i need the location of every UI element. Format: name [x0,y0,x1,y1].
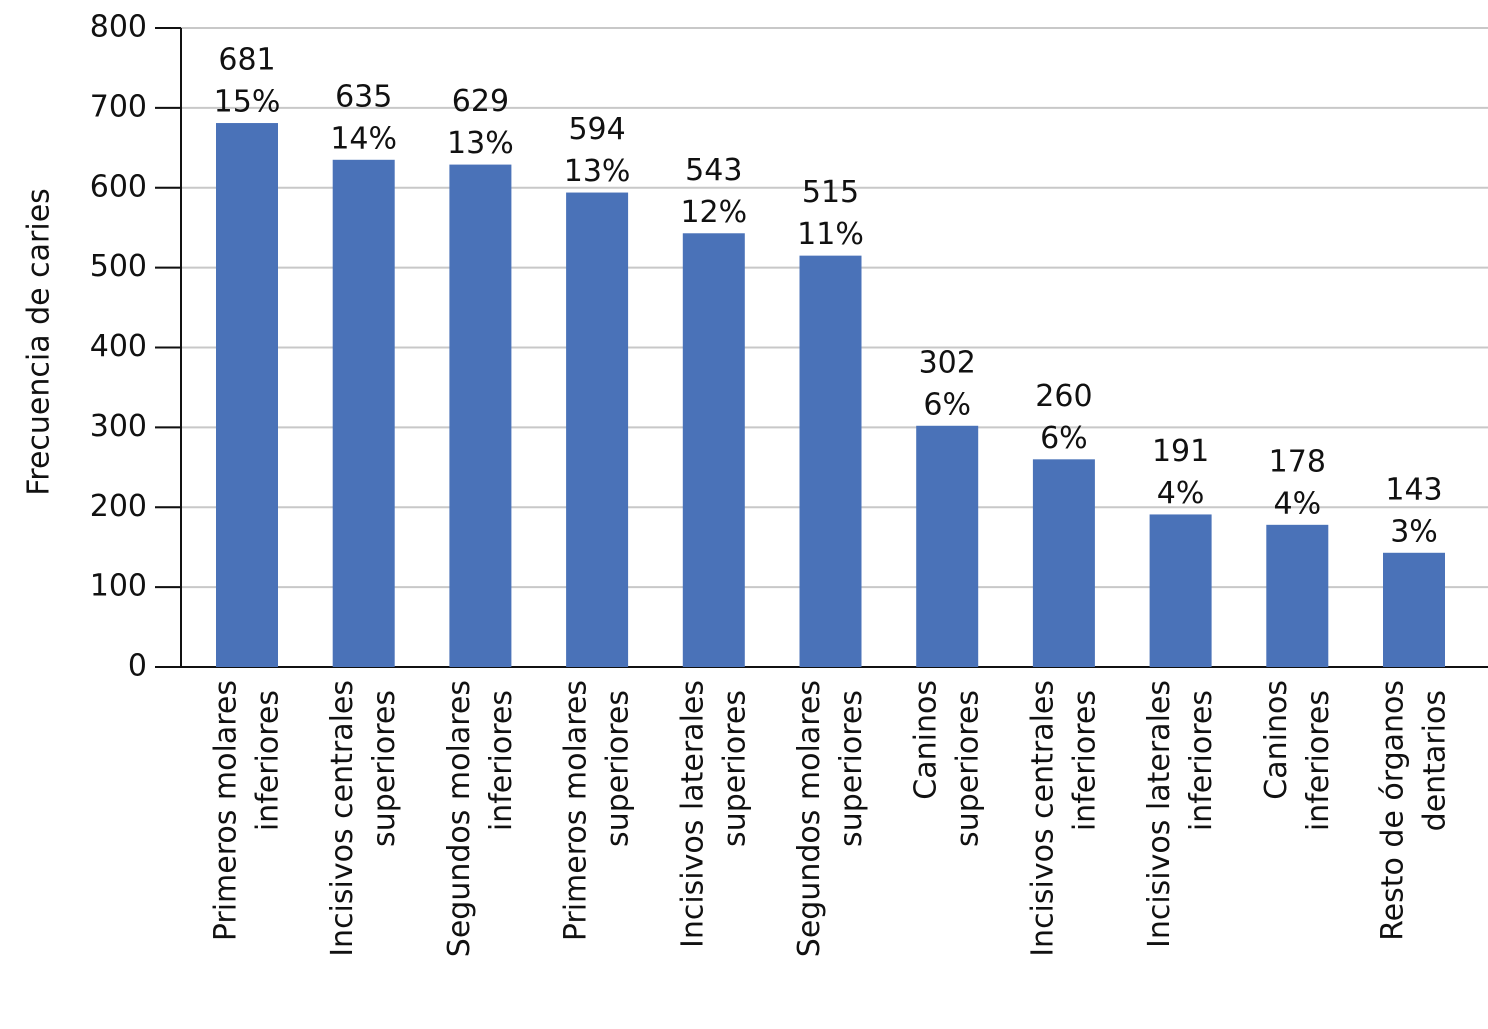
x-category-line-2: superiores [601,690,636,847]
x-category-label: Segundos molares superiores [792,680,869,957]
data-label-value: 543 [685,153,742,188]
x-category-label: Incisivos laterales superiores [675,680,752,948]
data-label-percent: 13% [447,126,514,161]
x-category-line-2: superiores [717,690,752,847]
data-label-value: 143 [1385,472,1442,507]
x-category-line-1: Incisivos centrales [1025,680,1060,957]
data-label-percent: 11% [797,217,864,252]
x-category-line-2: dentarios [1418,690,1453,831]
y-tick-label: 600 [90,169,147,204]
bar [1149,514,1212,667]
x-category-line-1: Resto de órganos [1376,680,1411,941]
bar [1383,552,1445,667]
data-label-percent: 4% [1157,476,1205,511]
x-category-label: Caninos inferiores [1259,680,1336,831]
x-category-line-2: superiores [951,690,986,847]
x-category-label: Incisivos laterales inferiores [1142,680,1219,948]
y-tick-label: 500 [90,249,147,284]
x-category-line-1: Caninos [1259,680,1294,800]
data-label-value: 594 [568,112,625,147]
x-category-line-1: Segundos molares [442,680,477,957]
x-category-line-1: Primeros molares [209,680,244,941]
x-category-label: Primeros molares inferiores [209,680,286,941]
y-axis-title: Frecuencia de caries [22,188,57,496]
bar [1032,459,1095,667]
y-tick-label: 400 [90,329,147,364]
x-category-label: Resto de órganos dentarios [1376,680,1453,941]
bar [1266,524,1329,667]
data-label-percent: 4% [1274,486,1322,521]
data-label-percent: 14% [330,121,397,156]
data-labels: 681 15% 635 14% 629 13% 594 13% 543 12% 515 11% 302 6… [214,43,1443,550]
x-category-line-1: Caninos [909,680,944,800]
x-category-line-1: Primeros molares [559,680,594,941]
data-label-value: 681 [218,43,275,78]
data-label-value: 635 [335,79,392,114]
axes: 0 100 200 300 400 500 600 700 800 [90,10,1488,684]
y-tick-label: 300 [90,409,147,444]
y-tick-label: 200 [90,489,147,524]
x-category-line-2: inferiores [1067,690,1102,831]
data-label-percent: 3% [1390,514,1438,549]
x-category-label: Caninos superiores [909,680,986,847]
y-tick-label: 100 [90,569,147,604]
x-category-line-2: inferiores [484,690,519,831]
x-category-label: Primeros molares superiores [559,680,636,941]
bar [216,123,278,667]
bar [566,192,629,668]
y-tick-label: 700 [90,89,147,124]
category-labels: Primeros molares inferiores Incisivos cent… [209,680,1453,957]
bar [799,255,862,668]
bar [682,233,745,667]
data-label-percent: 6% [1040,421,1088,456]
x-category-line-2: inferiores [1301,690,1336,831]
data-label-percent: 6% [923,387,971,422]
data-label-percent: 13% [564,154,631,189]
x-category-line-2: superiores [834,690,869,847]
data-label-value: 191 [1152,434,1209,469]
x-category-line-1: Segundos molares [792,680,827,957]
x-category-line-2: superiores [367,690,402,847]
x-category-line-1: Incisivos laterales [1142,680,1177,948]
y-tick-label: 0 [128,649,147,684]
x-category-line-1: Incisivos centrales [325,680,360,957]
x-category-label: Incisivos centrales superiores [325,680,402,957]
bar [332,159,395,667]
x-category-line-2: inferiores [251,690,286,831]
x-category-line-2: inferiores [1184,690,1219,831]
data-label-value: 178 [1269,444,1326,479]
bars [216,123,1445,668]
bar [916,425,979,667]
y-tick-label: 800 [90,10,147,45]
bar [449,164,512,667]
data-label-value: 260 [1035,379,1092,414]
x-category-line-1: Incisivos laterales [675,680,710,948]
data-label-percent: 15% [214,85,281,120]
data-label-value: 302 [919,345,976,380]
data-label-value: 629 [452,84,509,119]
data-label-percent: 12% [680,195,747,230]
x-category-label: Incisivos centrales inferiores [1025,680,1102,957]
x-category-label: Segundos molares inferiores [442,680,519,957]
data-label-value: 515 [802,175,859,210]
